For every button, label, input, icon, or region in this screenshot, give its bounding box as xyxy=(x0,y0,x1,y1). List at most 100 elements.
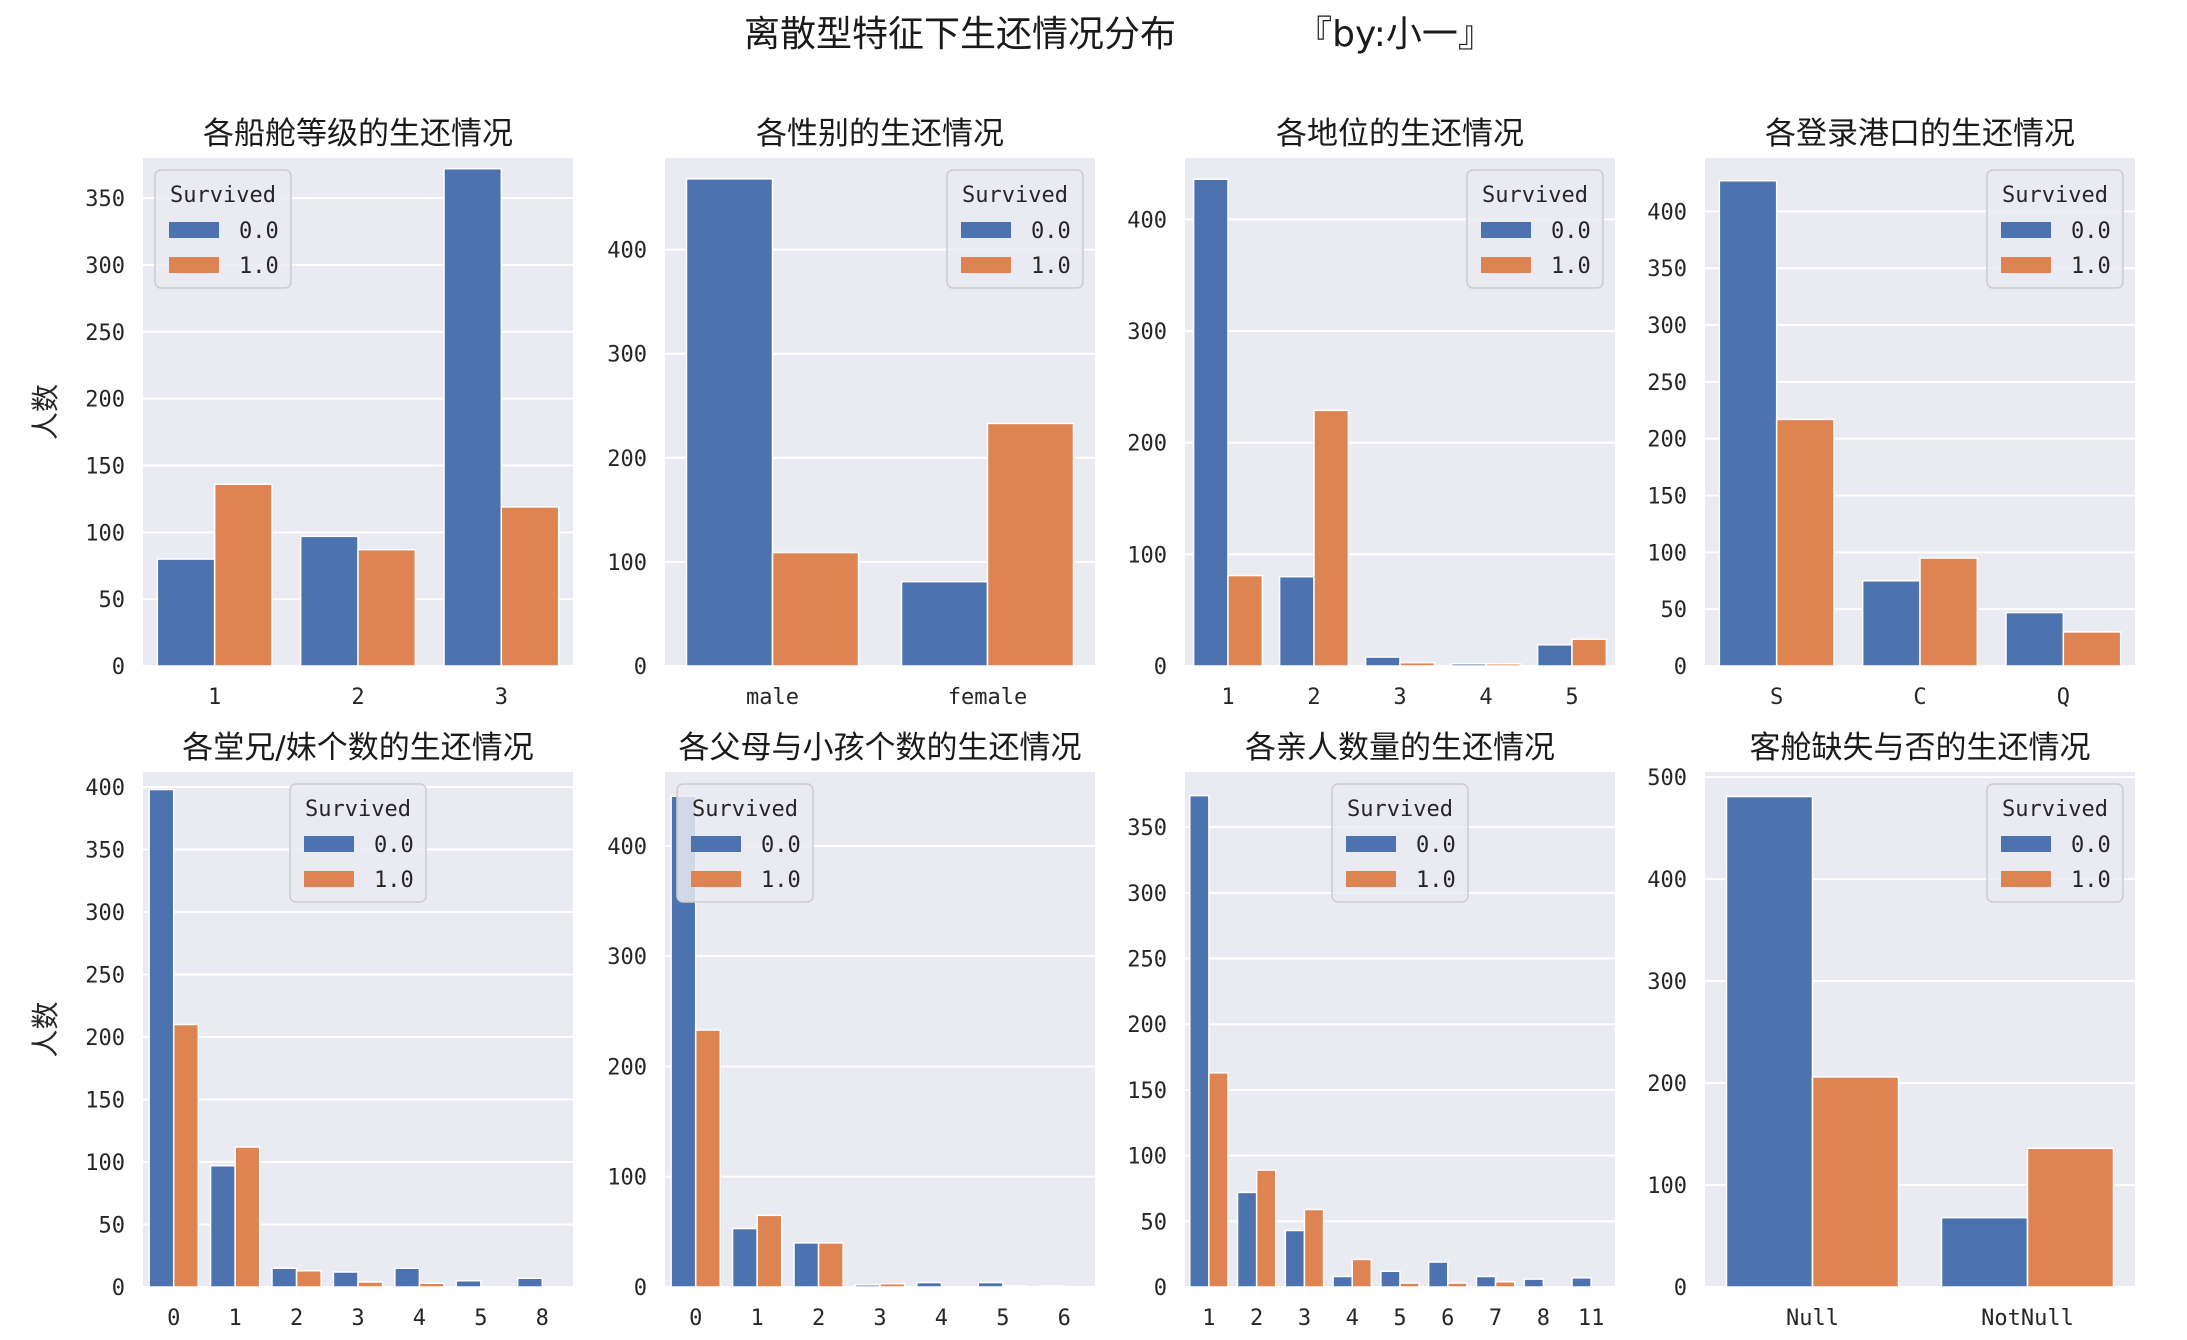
x-tick-label: male xyxy=(746,685,799,710)
y-tick-label: 100 xyxy=(1647,541,1687,566)
bar xyxy=(2005,611,2065,667)
bar xyxy=(156,558,216,667)
y-tick-label: 200 xyxy=(1127,432,1167,457)
y-tick-label: 100 xyxy=(85,521,125,546)
y-tick-label: 400 xyxy=(607,239,647,264)
legend: Survived 0.0 1.0 xyxy=(1466,169,1604,289)
x-tick-label: 0 xyxy=(167,1306,180,1331)
bar xyxy=(1278,575,1315,667)
y-tick-label: 0 xyxy=(634,655,647,680)
y-tick-label: 400 xyxy=(85,776,125,801)
subplot-2: 0 100 200 300 400 male female 各性别的生还情况 Survived 0… xyxy=(607,116,1095,710)
x-tick-label: NotNull xyxy=(1981,1306,2074,1331)
bar xyxy=(2062,631,2122,667)
x-tick-label: 5 xyxy=(996,1306,1009,1331)
x-tick-label: female xyxy=(948,685,1027,710)
bar xyxy=(879,1282,906,1288)
y-tick-label: 300 xyxy=(1647,970,1687,995)
x-tick-label: 3 xyxy=(1298,1306,1311,1331)
x-tick-label: 3 xyxy=(495,685,508,710)
bar xyxy=(418,1282,445,1288)
y-tick-label: 300 xyxy=(1127,882,1167,907)
bar xyxy=(1427,1261,1449,1288)
x-tick-label: 2 xyxy=(1307,685,1320,710)
x-tick-label: 2 xyxy=(812,1306,825,1331)
y-tick-label: 300 xyxy=(607,945,647,970)
bar xyxy=(394,1267,421,1288)
y-tick-label: 0 xyxy=(1674,1276,1687,1301)
legend-label: 1.0 xyxy=(761,868,801,893)
y-tick-label: 100 xyxy=(607,551,647,576)
y-tick-label: 300 xyxy=(1127,320,1167,345)
bar xyxy=(1775,418,1835,667)
bar xyxy=(1450,663,1487,667)
x-tick-label: 5 xyxy=(1393,1306,1406,1331)
y-tick-label: 0 xyxy=(634,1276,647,1301)
y-tick-label: 100 xyxy=(1127,543,1167,568)
bar xyxy=(1940,1216,2029,1288)
legend: Survived 0.0 1.0 xyxy=(1986,783,2124,903)
y-tick-label: 100 xyxy=(1647,1174,1687,1199)
x-tick-label: 4 xyxy=(935,1306,948,1331)
y-tick-label: 0 xyxy=(1154,655,1167,680)
legend-swatch xyxy=(691,871,741,887)
bar xyxy=(685,178,774,667)
bar xyxy=(1919,557,1979,667)
y-tick-label: 250 xyxy=(1647,371,1687,396)
legend-swatch xyxy=(169,222,219,238)
legend-swatch xyxy=(1481,257,1531,273)
bar xyxy=(1861,580,1921,667)
x-tick-label: 7 xyxy=(1489,1306,1502,1331)
x-tick-label: 1 xyxy=(1221,685,1234,710)
x-tick-label: 11 xyxy=(1578,1306,1605,1331)
bar xyxy=(357,1281,384,1288)
bar xyxy=(694,1029,722,1288)
bar xyxy=(1571,638,1608,667)
x-tick-label: 5 xyxy=(474,1306,487,1331)
bar xyxy=(1236,1191,1258,1288)
y-tick-label: 100 xyxy=(1127,1145,1167,1170)
y-tick-label: 300 xyxy=(85,254,125,279)
y-tick-label: 0 xyxy=(1674,655,1687,680)
figure-suptitle: 离散型特征下生还情况分布 xyxy=(744,14,1176,55)
legend: Survived 0.0 1.0 xyxy=(676,783,814,903)
y-tick-label: 150 xyxy=(1647,485,1687,510)
y-tick-label: 300 xyxy=(1647,314,1687,339)
y-tick-label: 200 xyxy=(85,388,125,413)
x-tick-label: 6 xyxy=(1058,1306,1071,1331)
legend-title: Survived xyxy=(692,797,798,822)
bar xyxy=(1332,1275,1353,1288)
y-tick-label: 50 xyxy=(1141,1210,1168,1235)
y-tick-label: 50 xyxy=(99,1214,126,1239)
bar xyxy=(817,1242,844,1288)
subplot-8: 0 100 200 300 400 500 Null NotNull 客舱缺失与否的生还情况 Su… xyxy=(1647,730,2135,1331)
bar xyxy=(209,1165,236,1288)
bar xyxy=(1303,1208,1325,1288)
legend-label: 1.0 xyxy=(2071,254,2111,279)
subplot-4: 0 50 100 150 200 250 300 350 400 S C Q 各登录港口的生还情况 Sur… xyxy=(1647,116,2135,710)
subplot-3: 0 100 200 300 400 1 2 3 4 5 各地位的生还情况 Survived 0.0 1.0 xyxy=(1127,116,1615,710)
legend-label: 0.0 xyxy=(1551,219,1591,244)
y-tick-label: 350 xyxy=(85,187,125,212)
x-tick-label: 1 xyxy=(1202,1306,1215,1331)
legend-swatch xyxy=(961,257,1011,273)
legend-swatch xyxy=(691,836,741,852)
bar xyxy=(271,1267,298,1288)
x-tick-label: 3 xyxy=(1393,685,1406,710)
x-tick-label: Null xyxy=(1786,1306,1839,1331)
bar xyxy=(500,506,560,667)
bar xyxy=(443,167,503,667)
y-tick-label: 250 xyxy=(85,321,125,346)
legend-title: Survived xyxy=(2002,183,2108,208)
y-tick-label: 300 xyxy=(607,343,647,368)
x-tick-label: C xyxy=(1913,685,1926,710)
bar xyxy=(455,1280,482,1288)
legend-label: 1.0 xyxy=(2071,868,2111,893)
bar xyxy=(1208,1072,1229,1288)
subplot-title: 客舱缺失与否的生还情况 xyxy=(1750,730,2091,766)
bar xyxy=(172,1023,200,1288)
subplot-title: 各性别的生还情况 xyxy=(756,116,1004,152)
legend-swatch xyxy=(2001,257,2051,273)
